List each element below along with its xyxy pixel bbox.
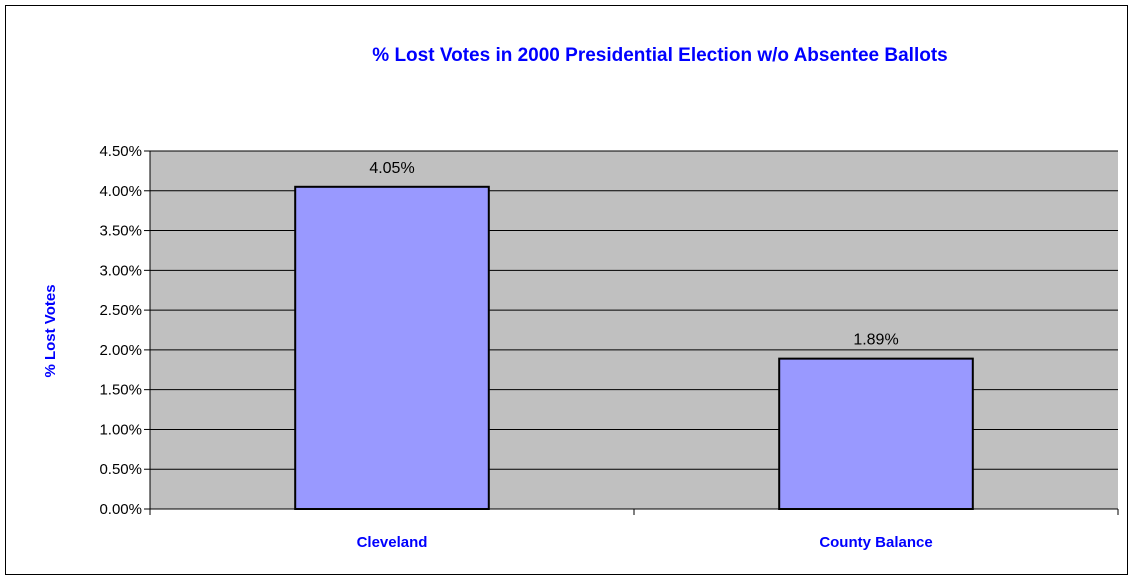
x-category-label: Cleveland [357,534,428,551]
y-tick-label: 4.00% [99,183,142,200]
bar-cleveland [294,185,490,511]
y-tick-label: 2.00% [99,342,142,359]
y-tick-label: 4.50% [99,143,142,160]
bar-county-balance [778,357,974,511]
y-tick-label: 0.50% [99,461,142,478]
y-tick-label: 3.00% [99,262,142,279]
plot-area: 0.00% 0.50% 1.00% 1.50% 2.00% 2.50% 3.00% 3.50%… [99,143,1119,551]
chart-title: % Lost Votes in 2000 Presidential Electi… [372,45,947,66]
x-category-label: County Balance [819,534,932,551]
y-tick-label: 3.50% [99,223,142,240]
y-tick-label: 2.50% [99,302,142,319]
y-tick-label: 1.50% [99,382,142,399]
data-label: 4.05% [369,160,414,177]
y-tick-label: 0.00% [99,501,142,518]
y-tick-label: 1.00% [99,421,142,438]
y-axis-label: % Lost Votes [42,284,59,377]
data-label: 1.89% [853,332,898,349]
